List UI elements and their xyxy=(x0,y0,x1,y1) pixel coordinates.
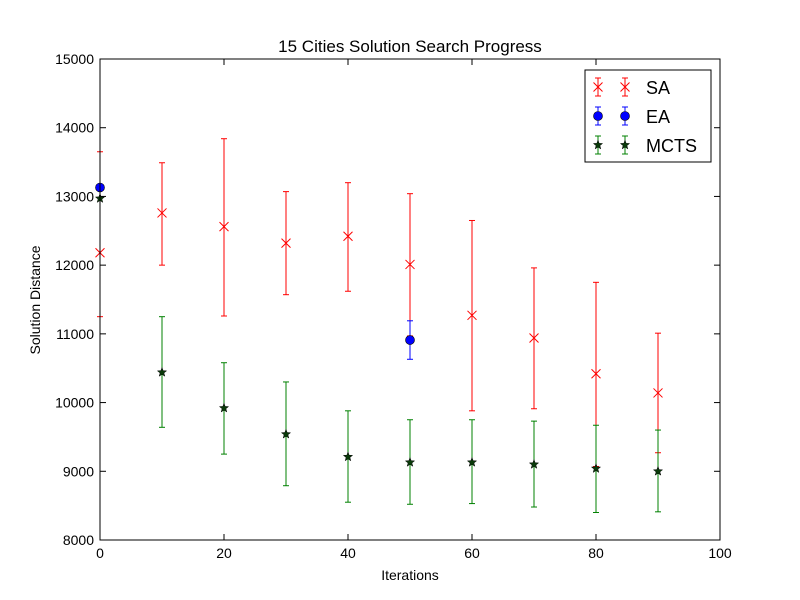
y-tick-label-5: 13000 xyxy=(55,188,94,204)
legend-ea-marker-1 xyxy=(620,111,630,121)
sa-point-6-stroke-b xyxy=(467,310,477,321)
sa-point-7-stroke-b xyxy=(529,333,539,343)
y-tick-label-4: 12000 xyxy=(55,257,94,273)
sa-point-5 xyxy=(405,259,415,270)
legend-sa-marker-0-stroke-b xyxy=(593,82,603,92)
legend-sa-marker-0 xyxy=(593,82,603,92)
x-tick-label-2: 40 xyxy=(340,545,356,561)
legend-sa-marker-1 xyxy=(620,82,630,92)
sa-point-5-stroke-b xyxy=(405,259,415,270)
mcts-point-7 xyxy=(528,458,540,469)
mcts-point-4 xyxy=(342,451,354,462)
mcts-point-9 xyxy=(652,465,664,476)
sa-point-1-stroke-b xyxy=(157,208,167,218)
legend-entry-mcts: MCTS xyxy=(592,135,697,156)
series-sa xyxy=(95,138,663,467)
sa-point-4-stroke-b xyxy=(343,231,353,242)
chart-title: 15 Cities Solution Search Progress xyxy=(278,37,542,56)
legend-label-mcts: MCTS xyxy=(646,136,697,156)
mcts-point-2 xyxy=(218,402,230,413)
y-tick-label-6: 14000 xyxy=(55,120,94,136)
legend-box xyxy=(584,69,712,163)
series-mcts xyxy=(94,192,664,514)
sa-point-2-stroke-b xyxy=(219,221,229,232)
y-tick-label-0: 8000 xyxy=(63,532,94,548)
legend-mcts-sample-0 xyxy=(592,135,604,155)
legend-entry-ea: EA xyxy=(593,106,670,127)
series-ea xyxy=(95,182,415,360)
mcts-point-8 xyxy=(590,463,602,474)
mcts-point-6 xyxy=(466,456,478,467)
y-tick-label-3: 11000 xyxy=(56,326,94,342)
sa-point-3-stroke-b xyxy=(281,238,291,249)
sa-point-9-stroke-b xyxy=(653,388,663,398)
x-tick-label-5: 100 xyxy=(708,545,732,561)
mcts-point-3 xyxy=(280,428,292,439)
x-axis-label: Iterations xyxy=(381,567,439,583)
legend-ea-sample-0 xyxy=(593,106,603,126)
legend-mcts-marker-0 xyxy=(592,139,604,150)
ticks-layer: 0 20 40 60 80 100 8000 9000 10000 11000 12000 13000… xyxy=(55,51,732,561)
sa-point-4 xyxy=(343,231,353,242)
legend-label-sa: SA xyxy=(646,78,670,98)
legend: SA EA MCTS xyxy=(584,69,712,163)
sa-point-6 xyxy=(467,310,477,321)
ea-point-1 xyxy=(405,335,415,345)
sa-error-bar-1 xyxy=(159,162,165,266)
sa-point-1 xyxy=(157,208,167,218)
legend-mcts-marker-1 xyxy=(619,139,631,150)
sa-point-7 xyxy=(529,333,539,343)
sa-point-8 xyxy=(591,368,601,379)
mcts-point-1 xyxy=(156,366,168,377)
legend-ea-marker-0 xyxy=(593,111,603,121)
sa-point-9 xyxy=(653,388,663,398)
mcts-point-5 xyxy=(404,456,416,467)
plot-frame xyxy=(99,58,721,541)
legend-sa-sample-1 xyxy=(620,77,630,97)
y-tick-label-7: 15000 xyxy=(55,51,94,67)
sa-point-8-stroke-b xyxy=(591,368,601,379)
x-tick-label-1: 20 xyxy=(216,545,232,561)
y-tick-label-1: 9000 xyxy=(63,463,94,479)
sa-point-3 xyxy=(281,238,291,249)
legend-mcts-sample-1 xyxy=(619,135,631,155)
y-axis-label: Solution Distance xyxy=(27,245,43,354)
x-tick-label-3: 60 xyxy=(464,545,480,561)
legend-sa-marker-1-stroke-b xyxy=(620,82,630,92)
data-layer xyxy=(94,138,664,514)
legend-ea-sample-1 xyxy=(620,106,630,126)
y-tick-label-2: 10000 xyxy=(55,395,94,411)
legend-label-ea: EA xyxy=(646,107,670,127)
sa-point-2 xyxy=(219,221,229,232)
legend-entry-sa: SA xyxy=(593,77,670,98)
x-tick-label-4: 80 xyxy=(588,545,604,561)
x-tick-label-0: 0 xyxy=(96,545,104,561)
legend-sa-sample-0 xyxy=(593,77,603,97)
